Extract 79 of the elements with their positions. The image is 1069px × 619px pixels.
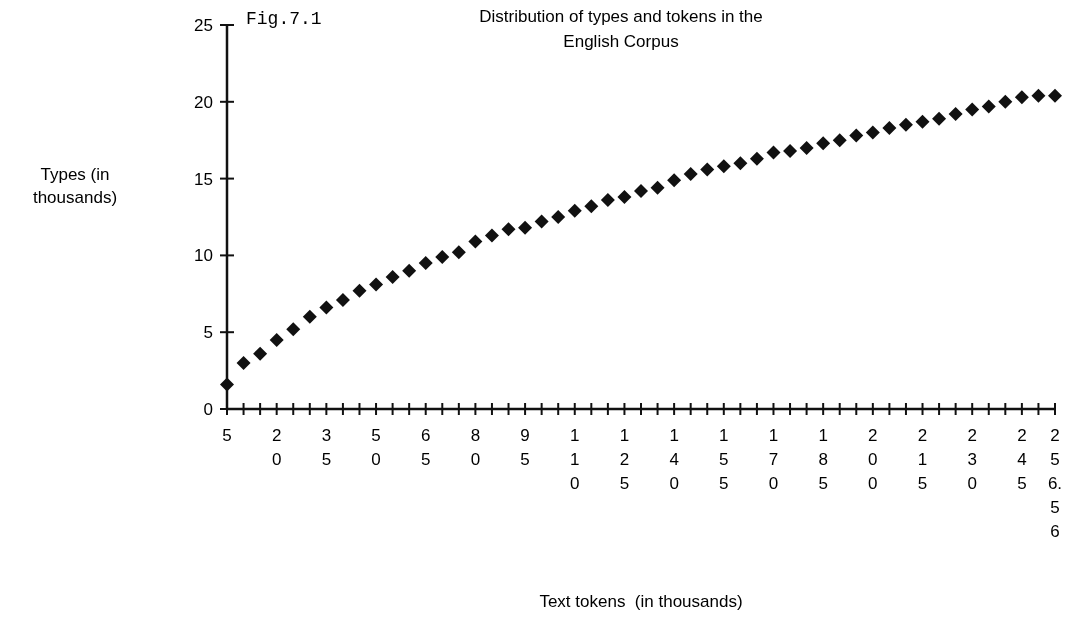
x-tick-label: 215 — [917, 426, 928, 493]
point — [551, 210, 566, 224]
y-tick-label: 5 — [203, 323, 213, 343]
x-tick-label: 256.56 — [1047, 426, 1063, 541]
y-axis-title: Types (in thousands) — [32, 165, 118, 207]
point — [335, 292, 350, 307]
point — [1031, 88, 1046, 103]
x-tick-label: 170 — [768, 426, 779, 493]
point — [1048, 88, 1062, 103]
point — [998, 94, 1013, 109]
point — [932, 111, 947, 126]
x-tick-label: 155 — [719, 426, 729, 493]
point — [402, 263, 417, 278]
point — [981, 99, 996, 114]
y-tick-label: 0 — [203, 399, 213, 419]
x-tick-label: 125 — [619, 426, 630, 493]
point — [849, 128, 864, 143]
point — [352, 283, 367, 298]
point — [253, 346, 268, 361]
point — [865, 125, 880, 140]
point — [617, 190, 632, 205]
x-tick-label: 50 — [371, 426, 381, 469]
x-tick-label: 230 — [967, 426, 977, 493]
point — [650, 180, 665, 195]
point — [965, 102, 980, 117]
point — [484, 228, 499, 243]
y-tick-label: 20 — [194, 92, 213, 112]
point — [518, 220, 533, 235]
x-tick-label: 200 — [868, 426, 878, 493]
chart-title: Distribution of types and tokens in the English Corpus — [479, 7, 763, 51]
point — [369, 277, 384, 292]
x-tick-label: 20 — [271, 426, 282, 469]
point — [816, 136, 831, 151]
x-tick-label: 185 — [818, 426, 828, 493]
point — [733, 156, 748, 171]
point — [302, 309, 317, 324]
point — [700, 162, 715, 177]
point — [1014, 90, 1029, 105]
point — [385, 269, 400, 284]
point — [832, 133, 847, 148]
annotation: Fig.7.1 — [246, 9, 322, 29]
point — [634, 183, 648, 198]
y-tick-label: 15 — [194, 169, 213, 189]
x-axis-title: Text tokens (in thousands) — [539, 592, 743, 611]
point — [451, 245, 466, 260]
x-tick-label: 95 — [520, 426, 530, 469]
point — [567, 203, 582, 218]
point — [236, 355, 251, 370]
point — [683, 166, 698, 181]
point — [418, 256, 433, 271]
point — [269, 332, 284, 347]
point — [799, 140, 814, 155]
point — [534, 214, 549, 229]
point — [915, 114, 930, 129]
point — [948, 107, 963, 122]
x-tick-label: 35 — [321, 426, 332, 469]
y-tick-label: 25 — [194, 15, 213, 35]
point — [319, 300, 334, 315]
x-tick-label: 245 — [1017, 426, 1027, 493]
point — [898, 117, 913, 132]
point — [600, 193, 615, 208]
x-tick-label: 5 — [222, 426, 232, 445]
point — [220, 377, 234, 392]
point — [584, 199, 599, 214]
point — [435, 249, 450, 264]
point — [783, 143, 798, 158]
point — [716, 159, 731, 174]
point — [501, 222, 516, 237]
point — [766, 145, 781, 160]
x-tick-label: 80 — [470, 426, 481, 469]
point — [286, 322, 301, 337]
x-tick-label: 140 — [669, 426, 679, 493]
x-tick-label: 110 — [570, 426, 580, 493]
point — [882, 120, 897, 135]
point — [468, 234, 483, 249]
point — [749, 151, 764, 166]
y-tick-label: 10 — [194, 246, 213, 266]
x-tick-label: 65 — [420, 426, 431, 469]
point — [667, 173, 682, 188]
